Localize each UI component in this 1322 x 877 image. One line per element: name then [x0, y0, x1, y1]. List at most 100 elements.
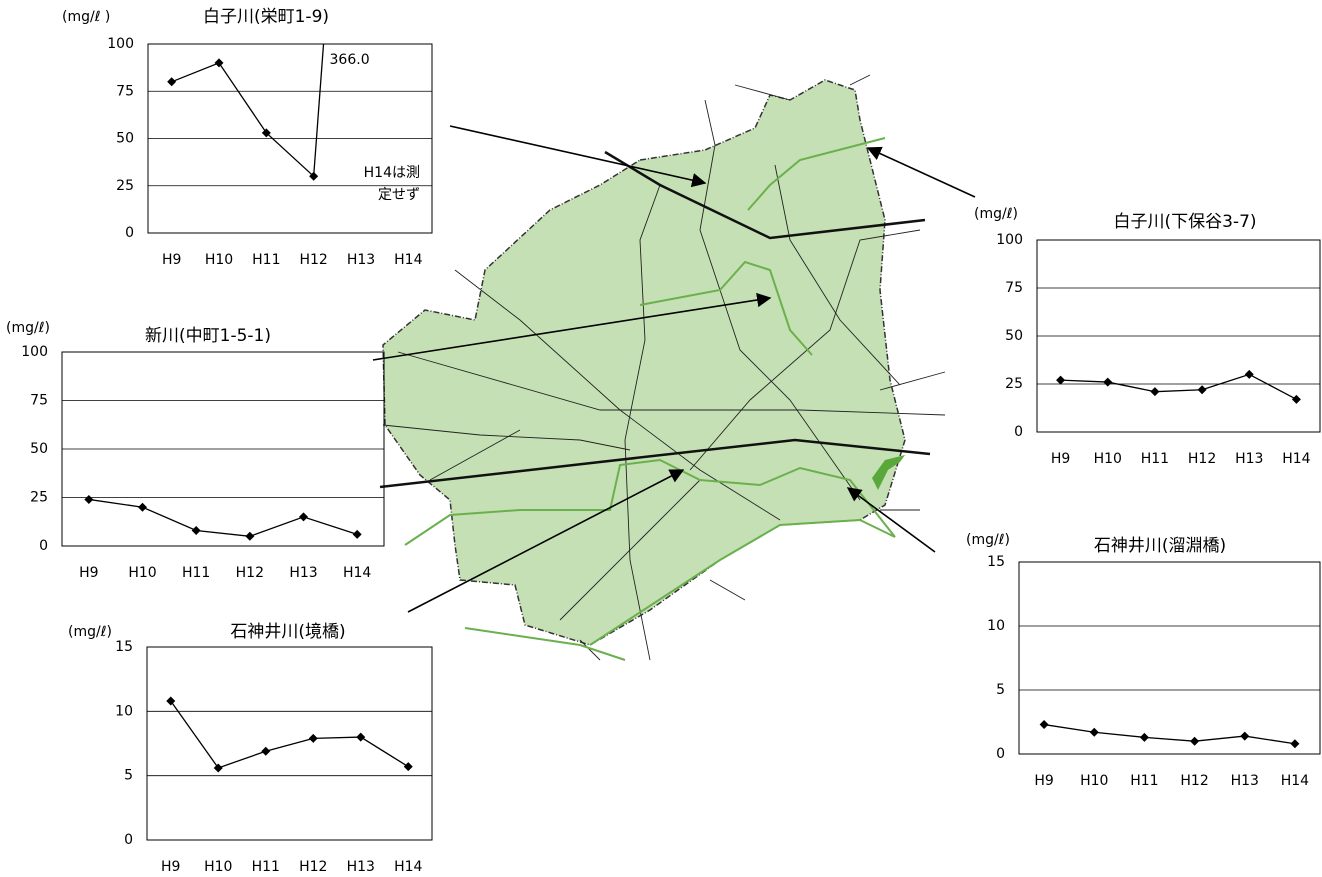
- y-tick-label: 25: [1005, 376, 1023, 392]
- pond: [872, 455, 905, 490]
- chart-title: 石神井川(境橋): [230, 622, 345, 642]
- chart: 石神井川(境橋) (mg/ℓ) 0 5 10 15 H9 H10 H11 H12 H13 H14: [68, 622, 433, 875]
- arrows: [372, 125, 976, 613]
- data-point: [261, 128, 271, 138]
- y-axis-label: (mg/ℓ ): [62, 9, 110, 25]
- y-axis-label: (mg/ℓ): [974, 206, 1018, 222]
- chart: 白子川(栄町1-9) (mg/ℓ ) 0 25 50 75 100 H9 H10 H11 H12 H1…: [62, 7, 433, 268]
- x-tick-label: H13: [1231, 773, 1259, 789]
- y-tick-label: 75: [30, 393, 48, 409]
- x-tick-label: H9: [162, 252, 181, 268]
- y-tick-label: 0: [996, 746, 1005, 762]
- x-tick-label: H13: [289, 565, 317, 581]
- y-tick-label: 10: [115, 703, 133, 719]
- y-tick-label: 50: [30, 441, 48, 457]
- chart: 白子川(下保谷3-7) (mg/ℓ) 0 25 50 75 100 H9 H10 H11 H12 H1…: [974, 206, 1321, 467]
- y-tick-label: 100: [107, 36, 134, 52]
- x-tick-label: H13: [1235, 451, 1263, 467]
- x-tick-label: H11: [252, 252, 280, 268]
- data-point: [84, 494, 94, 504]
- data-point: [308, 733, 318, 743]
- y-tick-label: 75: [116, 83, 134, 99]
- data-point: [1290, 739, 1300, 749]
- x-tick-label: H9: [1034, 773, 1053, 789]
- railways: [379, 150, 931, 489]
- data-point: [1240, 731, 1250, 741]
- x-tick-label: H14: [343, 565, 371, 581]
- data-point: [1139, 732, 1149, 742]
- y-axis-label: (mg/ℓ): [966, 532, 1010, 548]
- data-point: [309, 171, 319, 181]
- y-axis-label: (mg/ℓ): [6, 320, 50, 336]
- x-tick-label: H14: [1281, 773, 1309, 789]
- data-point: [1190, 736, 1200, 746]
- x-tick-label: H9: [161, 859, 180, 875]
- data-point: [214, 58, 224, 68]
- data-line: [1060, 373, 1297, 400]
- data-point: [1244, 369, 1254, 379]
- data-point: [1103, 377, 1113, 387]
- y-tick-label: 25: [116, 178, 134, 194]
- y-tick-label: 25: [30, 490, 48, 506]
- x-tick-label: H10: [1094, 451, 1122, 467]
- plot-frame: [1018, 561, 1321, 755]
- data-line: [1043, 723, 1296, 745]
- data-point: [356, 732, 366, 742]
- data-point: [245, 531, 255, 541]
- city-area: [382, 79, 906, 646]
- data-point: [1039, 720, 1049, 730]
- data-point: [213, 763, 223, 773]
- annotation: H14は測: [364, 165, 420, 181]
- x-tick-label: H14: [394, 859, 422, 875]
- data-point: [1089, 727, 1099, 737]
- data-point: [1291, 394, 1301, 404]
- x-tick-label: H12: [1180, 773, 1208, 789]
- y-tick-label: 0: [124, 832, 133, 848]
- y-tick-label: 5: [124, 768, 133, 784]
- x-tick-label: H11: [1141, 451, 1169, 467]
- data-line: [170, 700, 409, 769]
- x-tick-label: H11: [1130, 773, 1158, 789]
- data-line: [88, 498, 358, 537]
- plot-frame: [146, 646, 433, 841]
- y-tick-label: 100: [996, 232, 1023, 248]
- data-point: [138, 502, 147, 512]
- y-axis-label: (mg/ℓ): [68, 624, 112, 640]
- data-point: [261, 746, 271, 756]
- y-tick-label: 0: [39, 538, 48, 554]
- value-label: 366.0: [330, 52, 370, 68]
- y-tick-label: 15: [115, 639, 133, 655]
- data-point: [352, 529, 362, 539]
- y-tick-label: 100: [21, 344, 48, 360]
- y-tick-label: 10: [987, 618, 1005, 634]
- chart-title: 白子川(下保谷3-7): [1113, 212, 1256, 232]
- x-tick-label: H10: [205, 252, 233, 268]
- y-tick-label: 50: [1005, 328, 1023, 344]
- data-point: [167, 77, 177, 87]
- y-tick-label: 0: [1014, 424, 1023, 440]
- data-point: [191, 525, 201, 535]
- map: [372, 74, 976, 661]
- y-tick-label: 0: [125, 225, 134, 241]
- data-point: [1056, 375, 1066, 385]
- x-tick-label: H9: [1051, 451, 1070, 467]
- x-tick-label: H9: [79, 565, 98, 581]
- x-tick-label: H14: [394, 252, 422, 268]
- roads: [382, 74, 946, 661]
- chart-title: 新川(中町1-5-1): [145, 326, 271, 346]
- data-point: [166, 696, 176, 706]
- chart-title: 白子川(栄町1-9): [203, 7, 329, 27]
- rivers: [404, 137, 896, 661]
- data-point: [1197, 385, 1207, 395]
- x-tick-label: H12: [299, 252, 327, 268]
- x-tick-label: H13: [347, 252, 375, 268]
- y-tick-label: 50: [116, 131, 134, 147]
- annotation: 定せず: [378, 187, 420, 203]
- data-point: [403, 762, 413, 772]
- chart: 新川(中町1-5-1) (mg/ℓ) 0 25 50 75 100 H9 H10 H11 H12 H1…: [6, 320, 385, 581]
- data-point: [299, 512, 308, 522]
- y-tick-label: 5: [996, 682, 1005, 698]
- data-point: [1150, 387, 1160, 397]
